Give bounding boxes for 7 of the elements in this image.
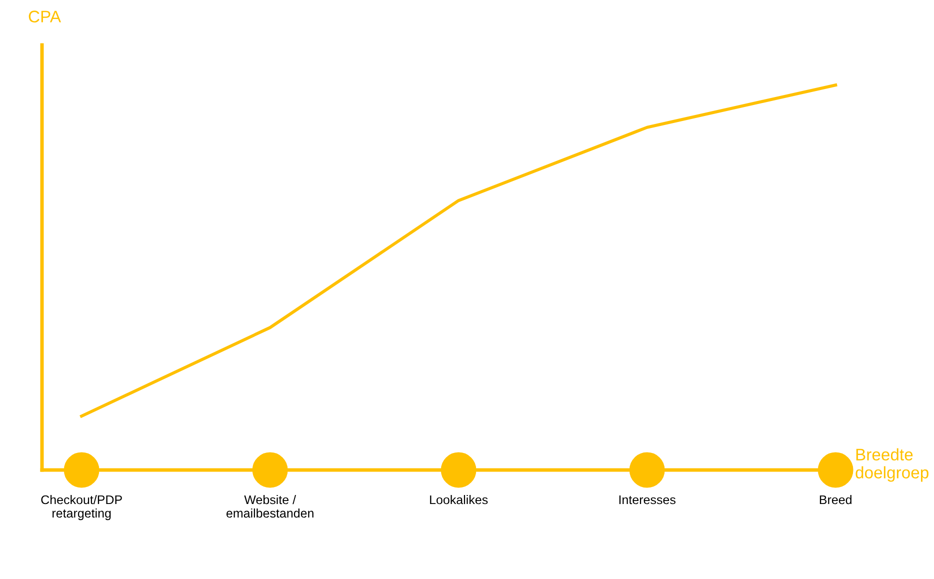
y-axis-title: CPA: [28, 10, 62, 22]
x-tick-label: Website / emailbestanden: [226, 495, 314, 518]
x-tick-label: Breed: [820, 495, 852, 504]
x-tick-label: Checkout/PDP retargeting: [41, 495, 122, 520]
x-tick-label: Interesses: [619, 495, 676, 504]
x-axis-title: Breedte doelgroep: [856, 448, 928, 482]
x-tick-label: Lookalikes: [430, 495, 488, 504]
